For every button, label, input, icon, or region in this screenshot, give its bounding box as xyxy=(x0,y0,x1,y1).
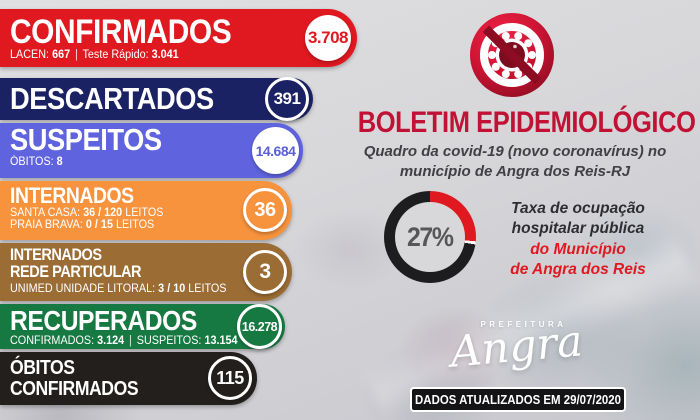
recuperados-title: RECUPERADOS xyxy=(10,304,197,336)
confirmados-title: CONFIRMADOS xyxy=(10,12,232,51)
rede-particular-title-line1: INTERNADOS xyxy=(10,246,102,264)
internados-count-badge: 36 xyxy=(243,188,287,232)
occupancy-caption-line3: do Município xyxy=(530,240,626,258)
stat-bar-suspeitos: SUSPEITOS ÓBITOS: 8 14.684 xyxy=(0,123,303,178)
descartados-title: DESCARTADOS xyxy=(10,81,214,117)
stat-bar-descartados: DESCARTADOS 391 xyxy=(0,77,313,121)
rede-particular-subtext: UNIMED UNIDADE LITORAL: 3 / 10 LEITOS xyxy=(10,282,227,295)
rede-particular-title-line2: REDE PARTICULAR xyxy=(10,262,142,281)
stat-bar-recuperados: RECUPERADOS CONFIRMADOS: 3.124 | SUSPEIT… xyxy=(0,304,285,349)
suspeitos-count-badge: 14.684 xyxy=(252,127,299,174)
confirmados-count-badge: 3.708 xyxy=(305,15,351,61)
bulletin-subtitle-line2: município de Angra dos Reis-RJ xyxy=(399,162,631,180)
recuperados-count-badge: 16.278 xyxy=(237,304,282,349)
virus-blocked-icon xyxy=(470,13,554,97)
occupancy-caption-line1: Taxa de ocupação xyxy=(511,200,645,217)
suspeitos-title: SUSPEITOS xyxy=(10,122,162,157)
internados-santa-casa: SANTA CASA: 36 / 120 LEITOS xyxy=(10,207,164,220)
descartados-count-badge: 391 xyxy=(265,77,309,121)
bulletin-subtitle-line1: Quadro da covid-19 (novo coronavírus) no xyxy=(363,143,667,160)
logo-prefeitura-text: PREFEITURA xyxy=(480,320,567,329)
recuperados-subtext: CONFIRMADOS: 3.124 | SUSPEITOS: 13.154 xyxy=(10,335,238,348)
occupancy-percent-label: 27% xyxy=(407,221,454,252)
bulletin-subtitle: Quadro da covid-19 (novo coronavírus) no… xyxy=(320,142,700,181)
suspeitos-subtext: ÓBITOS: 8 xyxy=(10,155,63,168)
internados-title: INTERNADOS xyxy=(10,183,134,208)
occupancy-donut: 27% xyxy=(384,191,476,283)
stat-bar-internados: INTERNADOS SANTA CASA: 36 / 120 LEITOS P… xyxy=(0,181,292,240)
prefeitura-angra-logo: PREFEITURA Angra xyxy=(429,316,604,377)
occupancy-caption: Taxa de ocupação hospitalar pública do M… xyxy=(488,199,668,281)
occupancy-donut-hole: 27% xyxy=(395,202,465,272)
stat-bar-obitos-confirmados: ÓBITOS CONFIRMADOS 115 xyxy=(0,352,257,405)
stat-bar-internados-rede-particular: INTERNADOS REDE PARTICULAR UNIMED UNIDAD… xyxy=(0,243,292,301)
internados-praia-brava: PRAIA BRAVA: 0 / 15 LEITOS xyxy=(10,219,155,232)
occupancy-caption-line2: hospitalar pública xyxy=(511,220,645,238)
bulletin-title: BOLETIM EPIDEMIOLÓGICO xyxy=(357,106,696,139)
occupancy-caption-line4: de Angra dos Reis xyxy=(510,261,646,279)
obitos-title-line2: CONFIRMADOS xyxy=(10,377,139,400)
stat-bar-confirmados: CONFIRMADOS LACEN: 667 | Teste Rápido: 3… xyxy=(0,9,357,67)
data-updated-banner: DADOS ATUALIZADOS EM 29/07/2020 xyxy=(410,387,626,412)
logo-angra-script: Angra xyxy=(448,316,585,378)
obitos-count-badge: 115 xyxy=(208,356,252,400)
rede-particular-count-badge: 3 xyxy=(243,250,287,294)
obitos-title-line1: ÓBITOS xyxy=(10,357,75,380)
data-updated-text: DADOS ATUALIZADOS EM 29/07/2020 xyxy=(415,392,621,407)
confirmados-subtext: LACEN: 667 | Teste Rápido: 3.041 xyxy=(10,49,179,62)
